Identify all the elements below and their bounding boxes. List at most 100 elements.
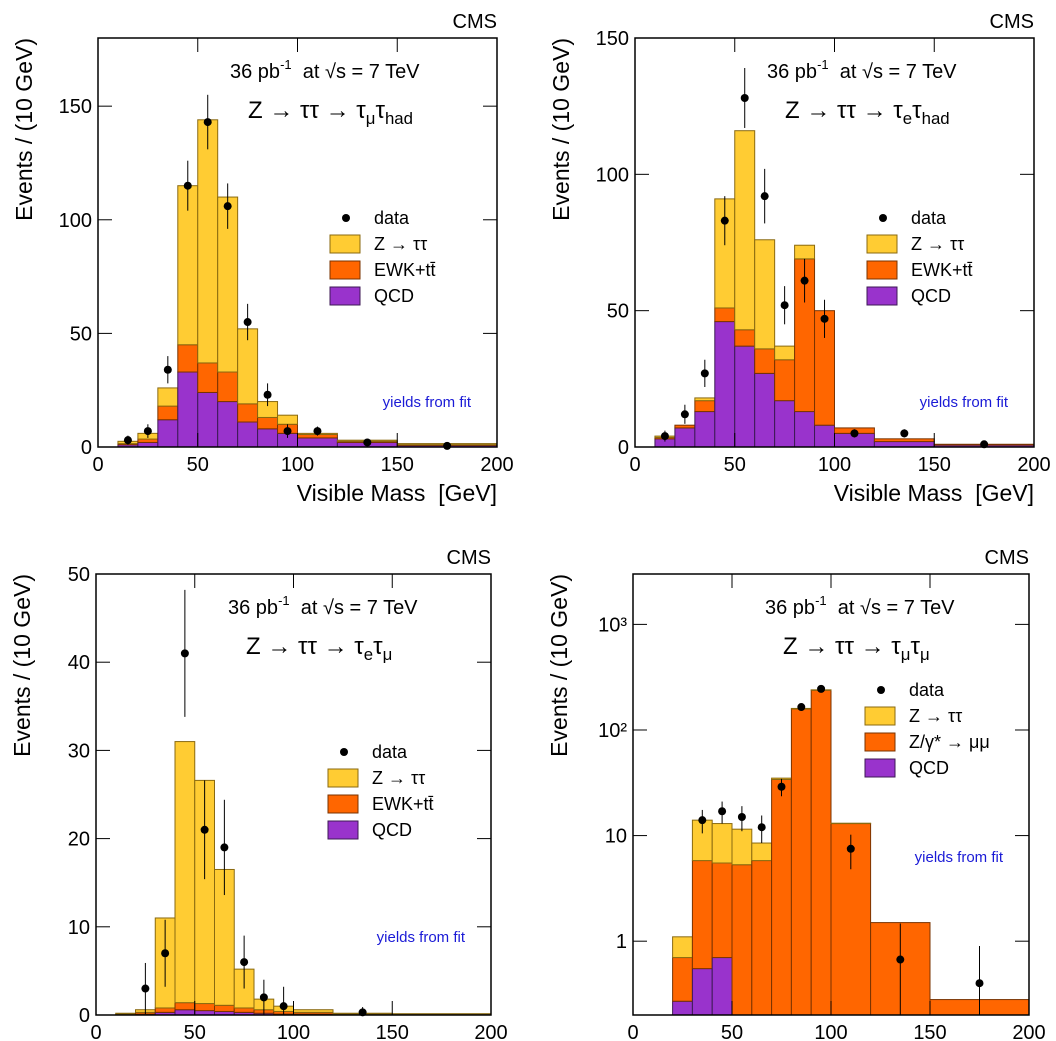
legend-swatch: [329, 234, 361, 254]
x-tick-label: 200: [1017, 454, 1050, 476]
lumi-part: -1: [280, 57, 292, 72]
x-tick-label: 150: [913, 1022, 946, 1041]
data-point: [737, 812, 746, 821]
hist-bar: [790, 708, 812, 1016]
data-point: [797, 703, 806, 712]
legend-label: EWK+tt̄: [372, 794, 434, 814]
x-tick-label: 0: [92, 454, 103, 476]
hist-bar: [197, 362, 219, 393]
x-axis-label: Visible Mass [GeV]: [297, 480, 497, 506]
hist-bar: [672, 957, 693, 1002]
process-part: Z → ττ → τ: [246, 633, 364, 660]
hist-bar: [177, 371, 199, 448]
fit-note: yields from fit: [920, 394, 1009, 411]
x-tick-label: 50: [724, 454, 746, 476]
lumi-part: 36 pb: [765, 597, 815, 619]
data-point: [700, 369, 709, 378]
process-part: μ: [366, 109, 376, 128]
hist-bar: [674, 427, 696, 448]
x-tick-label: 150: [381, 454, 414, 476]
x-tick-label: 200: [480, 454, 513, 476]
y-tick-label: 10: [68, 917, 90, 939]
x-tick-label: 50: [184, 1022, 206, 1041]
hist-bar: [237, 403, 259, 423]
data-point: [760, 192, 769, 201]
x-tick-label: 50: [187, 454, 209, 476]
hist-bar: [194, 1003, 215, 1012]
hist-bar: [731, 864, 753, 1016]
lumi-part: -1: [815, 593, 827, 608]
hist-bar: [751, 860, 773, 1016]
hist-bar: [794, 411, 816, 448]
legend-marker: [340, 748, 348, 756]
data-point: [817, 684, 826, 693]
hist-bar: [814, 424, 835, 448]
legend-label: Z → ττ: [909, 706, 962, 726]
hist-bar: [197, 119, 219, 364]
hist-bar: [731, 828, 753, 866]
lumi-part: at √s = 7 TeV: [290, 597, 419, 619]
experiment-label: CMS: [447, 547, 491, 569]
legend-swatch: [329, 260, 361, 280]
hist-bar: [217, 371, 239, 403]
data-point: [698, 816, 707, 825]
hist-bar: [157, 419, 179, 448]
process-part: μ: [920, 645, 930, 664]
legend-swatch: [866, 260, 898, 280]
experiment-label: CMS: [990, 11, 1034, 33]
legend-label: data: [374, 208, 410, 228]
data-point: [443, 441, 452, 450]
x-tick-label: 0: [629, 454, 640, 476]
data-point: [313, 427, 322, 436]
data-point: [243, 318, 252, 327]
process-part: Z → ττ → τ: [248, 97, 366, 124]
hist-bar: [174, 1002, 196, 1011]
hist-bar: [711, 823, 733, 864]
hist-bar: [774, 359, 796, 402]
legend-swatch: [864, 732, 896, 752]
hist-bar: [751, 842, 773, 862]
x-tick-label: 100: [277, 1022, 310, 1041]
hist-bar: [197, 391, 219, 448]
process-part: τ: [375, 97, 385, 124]
data-point: [141, 984, 150, 993]
data-point: [180, 649, 189, 658]
lumi-part: at √s = 7 TeV: [829, 61, 958, 83]
y-tick-label: 0: [81, 437, 92, 459]
hist-bar: [233, 1007, 255, 1013]
legend-swatch: [864, 706, 896, 726]
legend-marker: [877, 686, 885, 694]
legend-marker: [879, 214, 887, 222]
data-point: [720, 216, 729, 225]
data-point: [740, 93, 749, 102]
process-part: e: [903, 109, 912, 128]
hist-bar: [672, 936, 693, 959]
data-point: [358, 1008, 367, 1017]
data-point: [223, 202, 232, 211]
y-tick-label: 100: [596, 164, 629, 186]
fit-note: yields from fit: [915, 849, 1004, 866]
data-point: [279, 1002, 288, 1011]
y-tick-label: 40: [68, 652, 90, 674]
legend-label: QCD: [911, 286, 951, 306]
data-point: [680, 410, 689, 419]
hist-bar: [277, 414, 298, 425]
data-point: [660, 432, 669, 441]
y-tick-label: 10³: [598, 614, 627, 636]
hist-bar: [873, 441, 935, 448]
legend-swatch: [327, 768, 359, 788]
x-tick-label: 0: [627, 1022, 638, 1041]
hist-bar: [810, 689, 832, 1016]
legend-label: data: [372, 742, 408, 762]
hist-bar: [237, 421, 259, 448]
legend-swatch: [327, 794, 359, 814]
process-label: Z → ττ → τμτhad: [248, 97, 413, 128]
hist-bar: [157, 387, 179, 407]
y-axis-label: Events / (10 GeV): [11, 38, 37, 221]
y-tick-label: 50: [607, 301, 629, 323]
legend-swatch: [329, 286, 361, 306]
fit-note: yields from fit: [377, 929, 466, 946]
legend-swatch: [327, 820, 359, 840]
y-tick-label: 50: [68, 564, 90, 586]
